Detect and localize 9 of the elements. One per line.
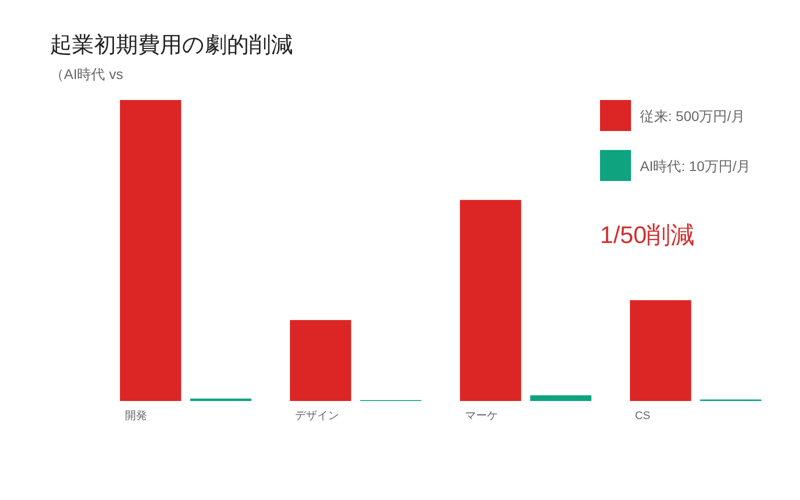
legend-label: AI時代: 10万円/月	[640, 158, 750, 174]
subtitle: （AI時代 vs	[50, 66, 124, 82]
annotation: 1/50削減	[600, 222, 695, 249]
x-tick-label: CS	[634, 410, 650, 422]
legend-label: 従来: 500万円/月	[640, 108, 746, 124]
x-tick-label: 開発	[124, 410, 147, 422]
x-tick-label: デザイン	[294, 410, 339, 422]
x-tick-label: マーケ	[464, 410, 498, 422]
title: 起業初期費用の劇的削減	[50, 32, 293, 57]
